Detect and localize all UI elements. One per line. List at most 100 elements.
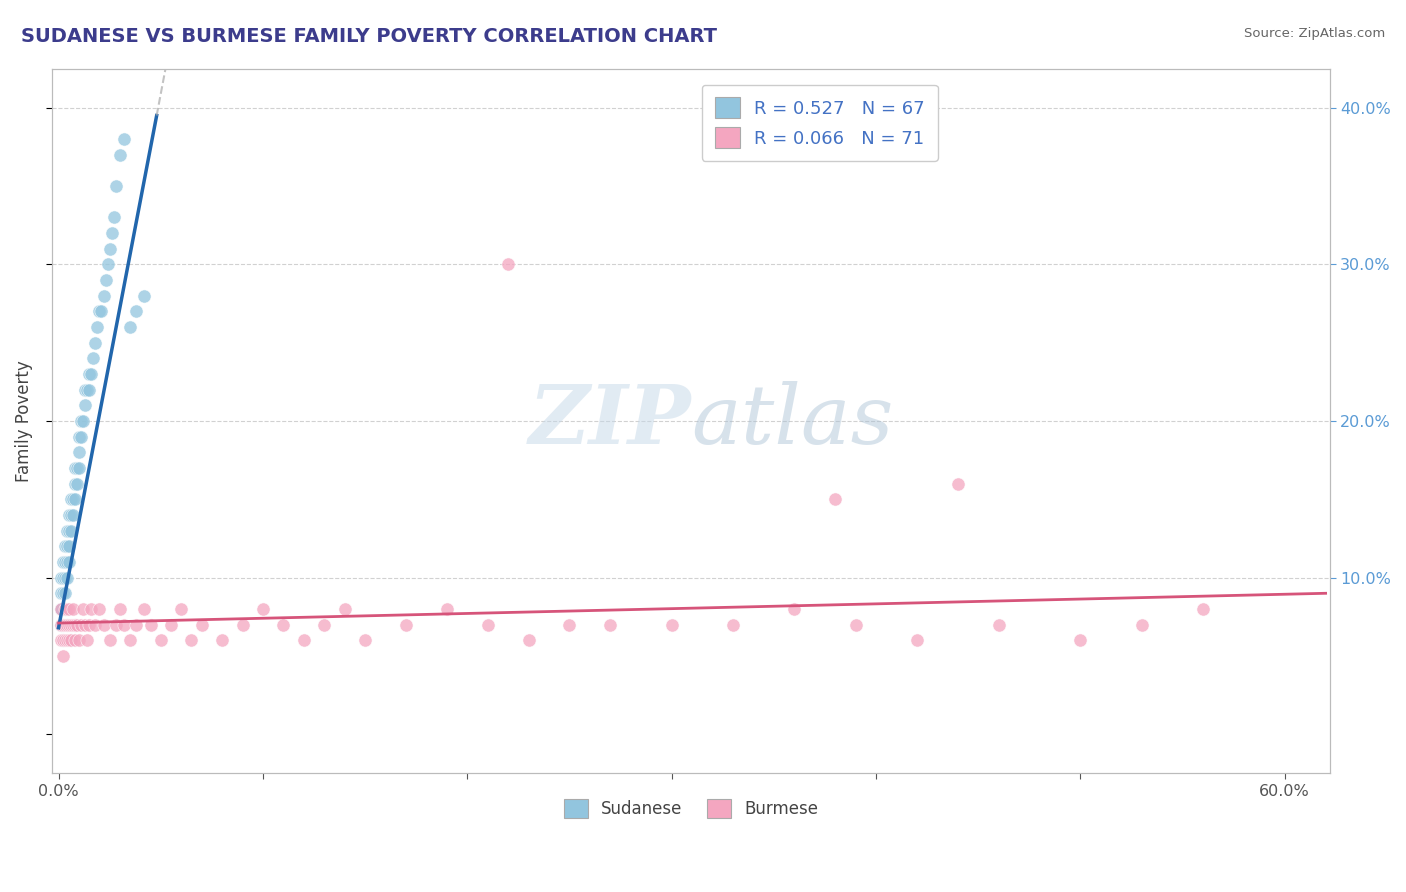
Point: [66, 476, 89, 491]
Point: [49, 586, 72, 600]
Point: [139, 617, 162, 632]
Point: [70, 430, 93, 444]
Point: [905, 633, 928, 648]
Point: [49, 602, 72, 616]
Point: [97, 257, 120, 271]
Point: [59, 492, 82, 507]
Point: [49, 633, 72, 648]
Point: [436, 602, 458, 616]
Point: [55, 617, 77, 632]
Point: [125, 617, 148, 632]
Point: [75, 383, 97, 397]
Point: [49, 617, 72, 632]
Point: [49, 571, 72, 585]
Point: [231, 617, 253, 632]
Point: [72, 414, 94, 428]
Point: [273, 617, 295, 632]
Point: [53, 602, 76, 616]
Point: [76, 633, 98, 648]
Point: [104, 179, 127, 194]
Point: [98, 242, 121, 256]
Point: [125, 304, 148, 318]
Point: [67, 430, 90, 444]
Point: [90, 304, 112, 318]
Point: [62, 602, 84, 616]
Point: [80, 367, 103, 381]
Point: [1130, 617, 1153, 632]
Point: [59, 633, 82, 648]
Point: [314, 617, 336, 632]
Point: [100, 226, 122, 240]
Point: [63, 617, 86, 632]
Point: [59, 508, 82, 522]
Point: [55, 524, 77, 538]
Point: [134, 602, 156, 616]
Point: [53, 571, 76, 585]
Point: [67, 461, 90, 475]
Point: [86, 320, 108, 334]
Point: [93, 617, 115, 632]
Point: [55, 617, 77, 632]
Point: [62, 492, 84, 507]
Point: [72, 602, 94, 616]
Point: [845, 617, 868, 632]
Point: [252, 602, 274, 616]
Point: [824, 492, 846, 507]
Point: [180, 633, 202, 648]
Point: [160, 617, 183, 632]
Point: [333, 602, 356, 616]
Point: [89, 602, 111, 616]
Point: [52, 602, 75, 616]
Text: SUDANESE VS BURMESE FAMILY POVERTY CORRELATION CHART: SUDANESE VS BURMESE FAMILY POVERTY CORRE…: [21, 27, 717, 45]
Point: [70, 617, 93, 632]
Point: [94, 273, 117, 287]
Point: [53, 633, 76, 648]
Point: [52, 555, 75, 569]
Text: Source: ZipAtlas.com: Source: ZipAtlas.com: [1244, 27, 1385, 40]
Point: [517, 633, 540, 648]
Point: [55, 602, 77, 616]
Point: [53, 555, 76, 569]
Point: [108, 147, 131, 161]
Point: [112, 617, 135, 632]
Point: [103, 211, 125, 225]
Point: [59, 633, 82, 648]
Point: [55, 633, 77, 648]
Point: [52, 648, 75, 663]
Point: [108, 602, 131, 616]
Point: [496, 257, 519, 271]
Point: [63, 633, 86, 648]
Point: [49, 617, 72, 632]
Point: [149, 633, 172, 648]
Point: [477, 617, 499, 632]
Point: [55, 539, 77, 553]
Point: [63, 617, 86, 632]
Point: [783, 602, 806, 616]
Point: [62, 508, 84, 522]
Point: [558, 617, 581, 632]
Point: [84, 335, 107, 350]
Point: [58, 555, 80, 569]
Point: [63, 476, 86, 491]
Point: [63, 461, 86, 475]
Point: [58, 508, 80, 522]
Point: [52, 633, 75, 648]
Point: [721, 617, 744, 632]
Point: [170, 602, 193, 616]
Point: [52, 617, 75, 632]
Point: [98, 633, 121, 648]
Point: [134, 288, 156, 302]
Point: [77, 383, 100, 397]
Point: [1192, 602, 1215, 616]
Point: [67, 633, 90, 648]
Point: [52, 571, 75, 585]
Point: [292, 633, 315, 648]
Point: [63, 492, 86, 507]
Point: [120, 320, 142, 334]
Point: [58, 539, 80, 553]
Point: [53, 617, 76, 632]
Point: [55, 555, 77, 569]
Point: [80, 602, 103, 616]
Point: [75, 398, 97, 412]
Point: [75, 617, 97, 632]
